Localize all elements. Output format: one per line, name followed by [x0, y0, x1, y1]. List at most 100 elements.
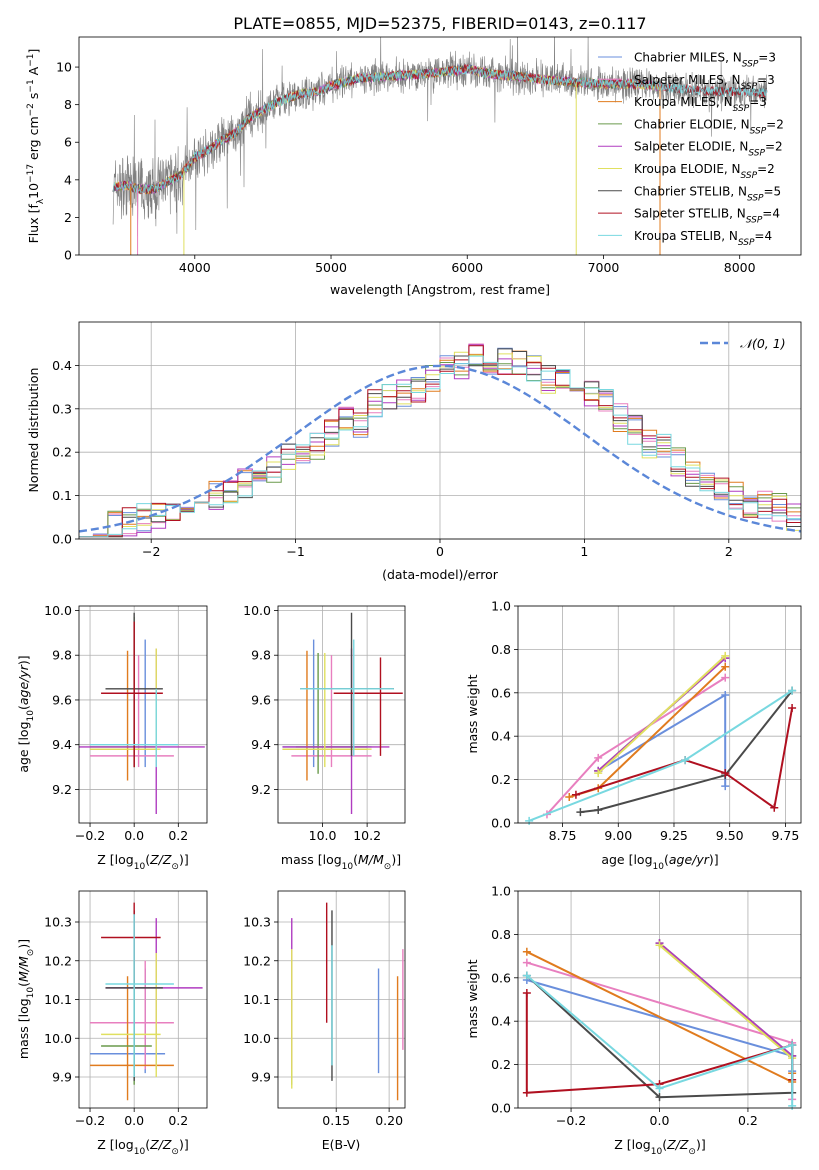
legend-label: Kroupa STELIB, NSSP=4: [634, 229, 772, 248]
label-part: =3: [757, 73, 775, 87]
x-tick-label: 0.2: [168, 828, 188, 843]
x-axis-label: wavelength [Angstrom, rest frame]: [330, 282, 550, 297]
y-tick-label: 0.6: [491, 685, 511, 700]
weight-marker: [522, 988, 531, 997]
y-tick-label: 8: [64, 97, 72, 112]
label-part: (: [664, 852, 669, 867]
label-part: Salpeter STELIB, N: [634, 207, 746, 221]
label-part: Z [log: [97, 852, 133, 867]
legend-label: Salpeter STELIB, NSSP=4: [634, 207, 780, 226]
label-part: Z [log: [614, 1137, 650, 1152]
y-tick-label: 9.8: [251, 648, 271, 663]
label-part: ⊙: [384, 862, 392, 872]
label-part: 10: [26, 183, 41, 199]
label-part: age [log: [601, 852, 652, 867]
y-tick-label: 9.6: [251, 692, 271, 707]
y-tick-label: 6: [64, 135, 72, 150]
weight-marker: [522, 947, 531, 956]
label-part: )]: [16, 655, 31, 665]
label-part: =3: [758, 51, 776, 65]
plot-area: [282, 612, 403, 815]
x-axis-label: age [log10(age/yr)]: [601, 852, 718, 872]
x-tick-label: 0.20: [375, 1113, 403, 1128]
weight-line: [580, 689, 793, 814]
label-part: M/M: [358, 852, 384, 867]
weight-line: [597, 655, 726, 774]
x-tick-label: 0.0: [124, 828, 144, 843]
x-tick-label: 7000: [588, 260, 620, 275]
x-tick-label: −1: [286, 544, 304, 559]
label-part: =2: [757, 162, 775, 176]
x-tick-label: 8000: [724, 260, 756, 275]
label-part: SSP: [741, 171, 758, 181]
plot-area: [522, 939, 797, 1110]
axes-frame: [517, 605, 802, 824]
y-tick-label: 10.2: [44, 953, 72, 968]
x-tick-label: 0.0: [124, 1113, 144, 1128]
x-tick-label: 4000: [179, 260, 211, 275]
hist-kroupa-stelib: [79, 355, 801, 538]
label-part: SSP: [741, 82, 758, 92]
label-part: SSP: [747, 193, 764, 203]
weight-marker: [655, 941, 664, 950]
label-part: =2: [766, 117, 784, 131]
y-tick-label: 10.0: [44, 603, 72, 618]
weight-marker: [788, 1041, 797, 1050]
y-tick-label: 10.0: [44, 1031, 72, 1046]
label-part: )]: [391, 852, 401, 867]
x-tick-label: −0.2: [75, 1113, 105, 1128]
legend-label: Kroupa MILES, NSSP=3: [634, 95, 767, 114]
hist-chabrier-miles: [79, 347, 801, 538]
x-axis-label: Z [log10(Z/Z⊙)]: [614, 1137, 705, 1157]
legend-label: Salpeter MILES, NSSP=3: [634, 73, 775, 92]
x-tick-label: 9.50: [716, 828, 744, 843]
label-part: )]: [696, 1137, 706, 1152]
x-tick-label: 6000: [451, 260, 483, 275]
weight-marker: [576, 808, 585, 817]
label-part: (: [145, 852, 150, 867]
plot-area: [112, 37, 768, 255]
label-part: )]: [179, 852, 189, 867]
label-part: 10: [653, 862, 665, 872]
figure-title: PLATE=0855, MJD=52375, FIBERID=0143, z=0…: [233, 14, 646, 33]
label-part: =4: [762, 207, 780, 221]
weight-marker: [721, 769, 730, 778]
label-part: Z/Z: [149, 852, 172, 867]
label-part: 10: [342, 862, 354, 872]
weight-line: [546, 676, 726, 815]
weight-marker: [721, 782, 730, 791]
gaussian-curve: [79, 364, 801, 533]
weight-line: [597, 693, 727, 787]
label-part: 10: [134, 862, 146, 872]
label-part: −1: [26, 54, 36, 67]
x-tick-label: 0.2: [168, 1113, 188, 1128]
y-tick-label: 10.0: [243, 603, 271, 618]
x-axis-label: (data-model)/error: [382, 567, 499, 582]
y-tick-label: 1.0: [491, 884, 511, 899]
x-tick-label: 0.15: [322, 1113, 350, 1128]
label-part: Chabrier ELODIE, N: [634, 117, 750, 131]
weight-marker: [594, 769, 603, 778]
y-tick-label: 0.2: [491, 772, 511, 787]
label-part: (: [353, 852, 358, 867]
label-part: SSP: [738, 238, 755, 248]
label-part: erg cm: [26, 116, 41, 164]
y-tick-label: 10.1: [243, 992, 271, 1007]
weight-marker: [721, 651, 730, 660]
label-part: Kroupa STELIB, N: [634, 229, 738, 243]
label-part: ⊙: [688, 1147, 696, 1157]
label-part: SSP: [748, 149, 765, 159]
x-axis-label: mass [log10(M/M⊙)]: [281, 852, 401, 872]
y-tick-label: 9.2: [52, 782, 72, 797]
x-tick-label: 0: [436, 544, 444, 559]
chart-mass_vs_Z: −0.2 0.0 0.29.910.010.110.210.3Z [log10(Z/…: [16, 890, 208, 1157]
chart-mass_vs_ebv: 0.15 0.20 9.9 10.0 10.1 10.2 10.3 E(B-V): [243, 890, 406, 1152]
y-tick-label: 0.3: [52, 401, 72, 416]
label-part: age/yr: [669, 852, 710, 867]
legend-label: 𝒩(0, 1): [740, 336, 786, 351]
axes-frame: [277, 605, 406, 824]
y-tick-label: 0.0: [491, 1101, 511, 1116]
y-tick-label: 10.1: [44, 992, 72, 1007]
label-part: (: [16, 982, 31, 987]
label-part: Salpeter MILES, N: [634, 73, 741, 87]
